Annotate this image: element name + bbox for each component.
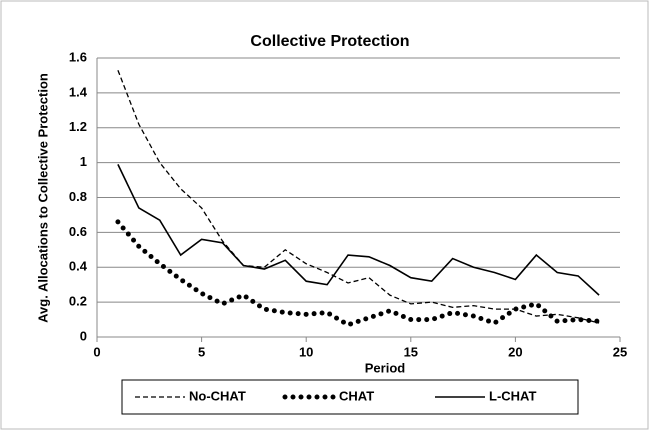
legend-box (121, 379, 579, 415)
x-tick-label: 25 (613, 344, 627, 359)
x-tick-label: 15 (404, 344, 418, 359)
y-tick-label: 0.8 (69, 189, 87, 204)
chart-title: Collective Protection (250, 33, 409, 50)
y-tick-label: 0.6 (69, 224, 87, 239)
x-tick-label: 0 (93, 344, 100, 359)
x-tick-label: 20 (508, 344, 522, 359)
x-tick-label: 5 (198, 344, 205, 359)
x-axis-label: Period (365, 360, 406, 375)
y-tick-label: 0.2 (69, 294, 87, 309)
y-tick-label: 1.4 (69, 84, 88, 99)
y-tick-label: 1 (80, 154, 87, 169)
y-tick-label: 1.2 (69, 119, 87, 134)
series-line (117, 164, 600, 296)
y-tick-label: 1.6 (69, 49, 87, 64)
legend-label: L-CHAT (489, 388, 536, 403)
legend-label: No-CHAT (189, 388, 246, 403)
x-tick-label: 10 (299, 344, 313, 359)
series-line (115, 219, 602, 328)
y-tick-label: 0 (80, 328, 87, 343)
legend-label: CHAT (339, 388, 374, 403)
y-axis-label: Avg. Allocations to Collective Protectio… (35, 73, 50, 323)
y-tick-label: 0.4 (69, 259, 88, 274)
